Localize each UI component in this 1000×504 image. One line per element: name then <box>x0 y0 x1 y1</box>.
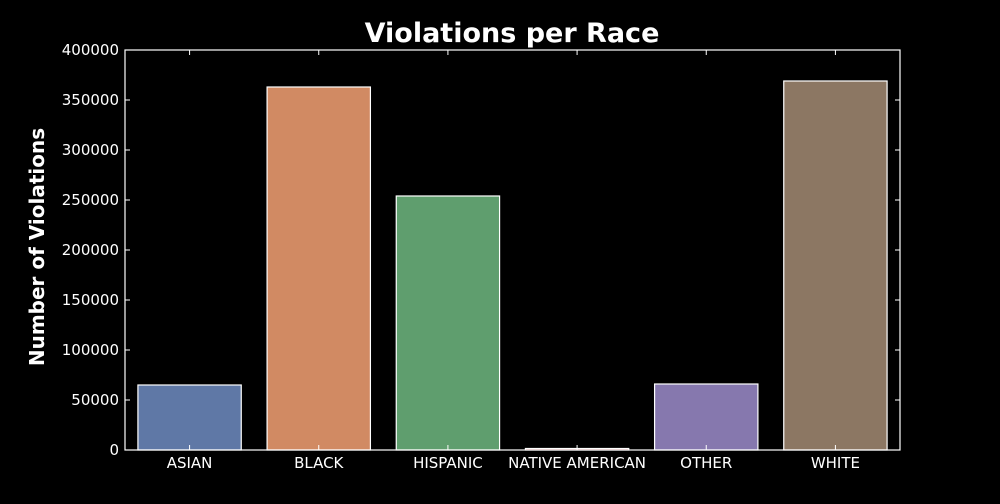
bar-asian <box>137 384 242 451</box>
x-tick-label: BLACK <box>294 454 344 472</box>
x-tick-label: WHITE <box>811 454 860 472</box>
y-tick-label: 250000 <box>62 191 119 209</box>
y-tick-label: 0 <box>109 441 119 459</box>
y-tick-label: 200000 <box>62 241 119 259</box>
y-tick-label: 300000 <box>62 141 119 159</box>
x-tick-label: OTHER <box>680 454 732 472</box>
bar-hispanic <box>395 195 501 451</box>
bar-black <box>266 86 372 451</box>
bar-white <box>783 80 888 451</box>
x-tick-label: HISPANIC <box>413 454 483 472</box>
chart-title: Violations per Race <box>365 18 660 49</box>
bars-group <box>137 80 888 451</box>
x-tick-label: ASIAN <box>167 454 213 472</box>
y-tick-label: 100000 <box>62 341 119 359</box>
y-axis-label: Number of Violations <box>25 128 49 366</box>
y-ticks-group: 0 50000 100000 150000 200000 250000 300000 3500… <box>62 41 900 459</box>
bar-other <box>653 383 759 451</box>
y-tick-label: 150000 <box>62 291 119 309</box>
x-ticks-group: ASIAN BLACK HISPANIC NATIVE AMERICAN OTHER WH… <box>167 50 860 472</box>
plot-frame <box>124 49 901 451</box>
y-tick-label: 50000 <box>71 391 119 409</box>
y-tick-label: 400000 <box>62 41 119 59</box>
x-tick-label: NATIVE AMERICAN <box>508 454 646 472</box>
y-tick-label: 350000 <box>62 91 119 109</box>
